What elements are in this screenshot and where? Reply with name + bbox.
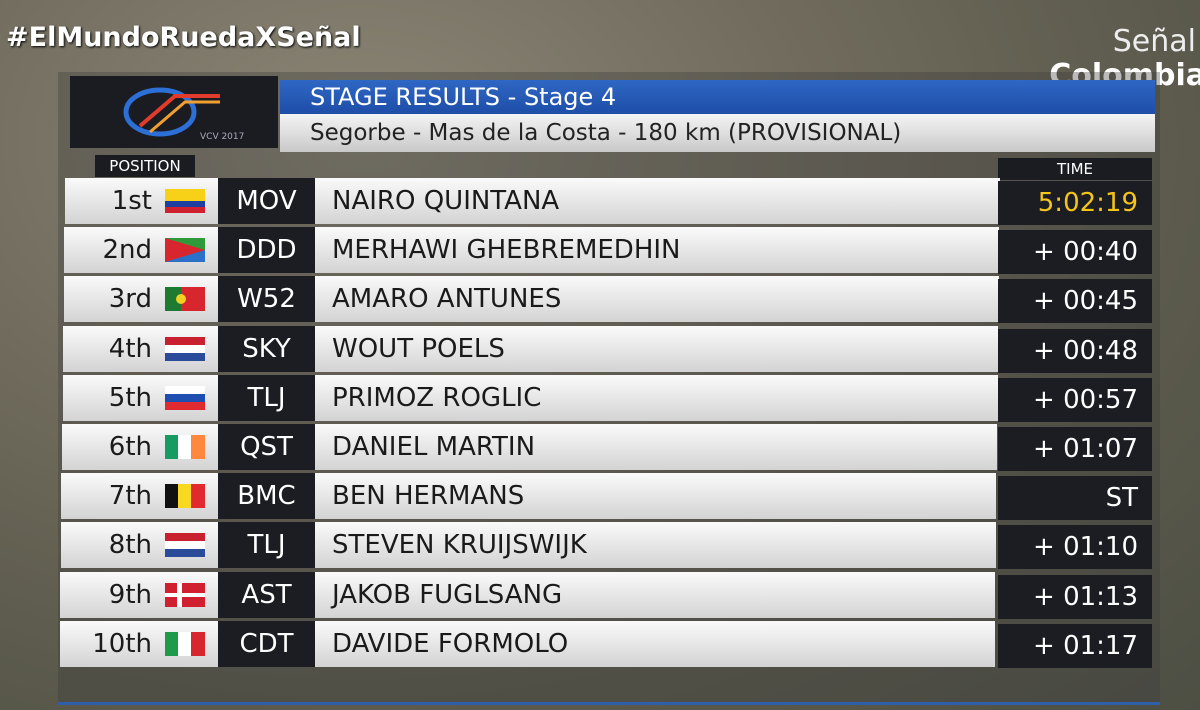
rider: DANIEL MARTIN bbox=[332, 432, 536, 462]
race-logo bbox=[70, 76, 278, 148]
time: ST bbox=[998, 476, 1152, 521]
flag bbox=[165, 582, 205, 607]
channel-logo: Señal bbox=[1112, 24, 1196, 59]
flag-graphic bbox=[165, 287, 205, 312]
flag bbox=[165, 631, 205, 656]
time: + 00:45 bbox=[998, 279, 1152, 324]
position: 1st bbox=[111, 186, 152, 216]
column-header: POSITION bbox=[95, 155, 195, 177]
time: + 01:13 bbox=[998, 574, 1152, 619]
flag bbox=[165, 287, 205, 312]
rider: WOUT POELS bbox=[332, 333, 505, 364]
time: + 01:07 bbox=[998, 427, 1152, 471]
flag bbox=[165, 533, 205, 558]
flag bbox=[165, 435, 205, 459]
row-band bbox=[62, 424, 997, 470]
time: + 00:57 bbox=[998, 377, 1152, 422]
team: BMC bbox=[218, 473, 315, 520]
team: TLJ bbox=[218, 374, 315, 421]
title-bar: STAGE RESULTS - Stage 4 bbox=[280, 80, 1155, 114]
position: 4th bbox=[108, 333, 152, 364]
flag-graphic bbox=[165, 582, 205, 607]
team: W52 bbox=[218, 276, 315, 323]
row-band bbox=[60, 522, 996, 569]
team: TLJ bbox=[218, 522, 315, 569]
position: 2nd bbox=[102, 235, 152, 266]
team: DDD bbox=[218, 227, 315, 274]
flag-graphic bbox=[165, 484, 205, 509]
team: SKY bbox=[218, 325, 315, 372]
flag-graphic bbox=[165, 189, 205, 213]
logo-caption: VCV 2017 bbox=[200, 132, 245, 142]
position: 8th bbox=[108, 530, 152, 561]
flag bbox=[165, 238, 205, 263]
position: 9th bbox=[108, 579, 152, 610]
flag bbox=[165, 385, 205, 410]
flag-graphic bbox=[165, 238, 205, 263]
time: 5:02:19 bbox=[998, 181, 1152, 225]
subtitle-bar: Segorbe - Mas de la Costa - 180 km (PROV… bbox=[280, 114, 1155, 152]
flag-graphic bbox=[165, 435, 205, 459]
time: + 00:40 bbox=[998, 230, 1152, 275]
rider: AMARO ANTUNES bbox=[332, 284, 562, 315]
position: 5th bbox=[108, 382, 152, 413]
row-band bbox=[61, 473, 997, 520]
flag-graphic bbox=[165, 336, 205, 361]
column-header: TIME bbox=[998, 158, 1152, 180]
position: 10th bbox=[92, 628, 152, 659]
position: 7th bbox=[108, 481, 152, 512]
flag bbox=[165, 189, 205, 213]
position: 6th bbox=[108, 432, 152, 462]
rider: PRIMOZ ROGLIC bbox=[332, 382, 542, 413]
logo-graphic bbox=[123, 87, 220, 137]
team: AST bbox=[218, 571, 315, 618]
team: QST bbox=[218, 424, 315, 470]
team: MOV bbox=[218, 178, 315, 224]
rider: STEVEN KRUIJSWIJK bbox=[332, 530, 587, 561]
flag bbox=[165, 484, 205, 509]
flag bbox=[165, 336, 205, 361]
team: CDT bbox=[218, 620, 315, 667]
rider: JAKOB FUGLSANG bbox=[332, 579, 563, 610]
rider: BEN HERMANS bbox=[332, 481, 525, 512]
rider: MERHAWI GHEBREMEDHIN bbox=[332, 235, 681, 266]
flag-graphic bbox=[165, 385, 205, 410]
rider: NAIRO QUINTANA bbox=[332, 186, 560, 216]
time: + 01:10 bbox=[998, 525, 1152, 570]
position: 3rd bbox=[108, 284, 152, 315]
flag-graphic bbox=[165, 631, 205, 656]
row-band bbox=[59, 620, 995, 667]
flag-graphic bbox=[165, 533, 205, 558]
row-band bbox=[60, 571, 996, 618]
rider: DAVIDE FORMOLO bbox=[332, 628, 569, 659]
time: + 00:48 bbox=[998, 328, 1152, 373]
hashtag: #ElMundoRuedaXSeñal bbox=[6, 22, 361, 53]
time: + 01:17 bbox=[998, 623, 1152, 668]
